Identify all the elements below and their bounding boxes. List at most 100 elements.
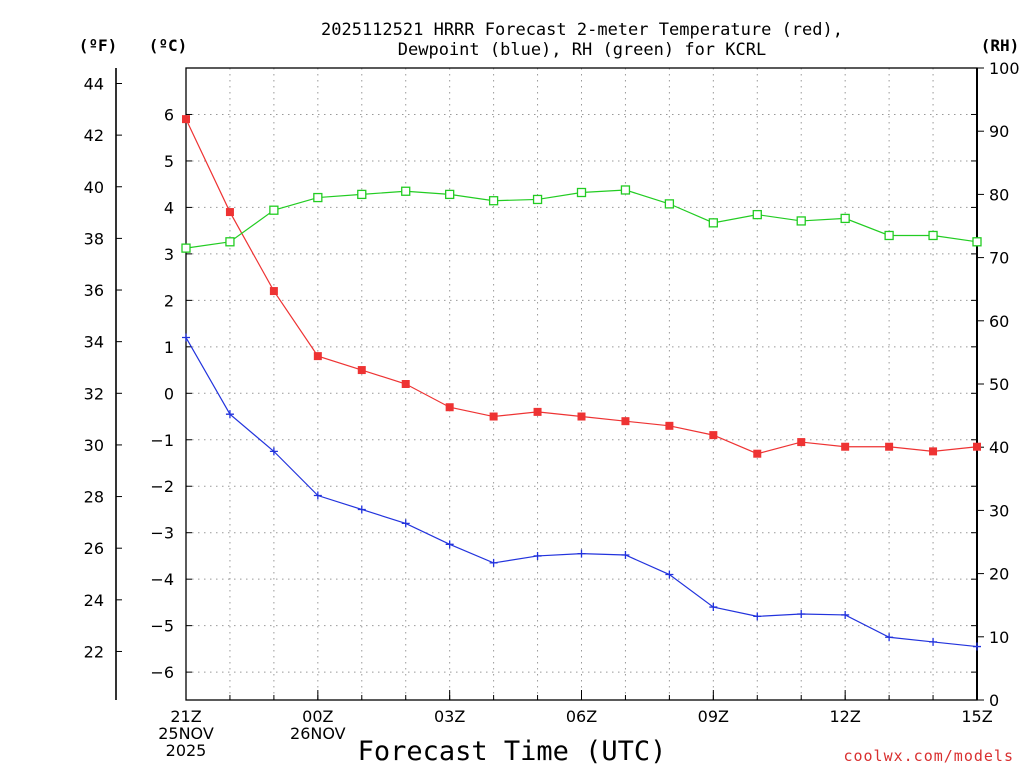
series-layer [181,115,982,651]
rh-tick-label: 100 [989,59,1020,78]
temperature-point [621,417,630,426]
credit-text: coolwx.com/models [843,747,1014,765]
celsius-tick-label: 2 [164,291,174,310]
fahrenheit-tick-label: 30 [84,436,104,455]
rh-point [532,194,543,205]
temperature-point [577,412,586,421]
temperature-point [709,431,718,440]
rh-point [928,230,938,241]
dewpoint-point [225,410,234,419]
fahrenheit-unit-label: (ºF) [79,36,118,55]
dewpoint-point [929,637,938,646]
temperature-line [185,118,978,455]
rh-point [357,189,367,200]
dewpoint-point [841,610,850,619]
rh-tick-label: 40 [989,438,1009,457]
rh-tick-label: 90 [989,122,1009,141]
fahrenheit-tick-label: 44 [84,74,104,93]
dewpoint-point [401,519,410,528]
celsius-tick-label: −4 [150,570,174,589]
gridlines [186,68,977,700]
rh-point [445,189,455,200]
fahrenheit-tick-label: 28 [84,488,104,507]
x-tick-label: 25NOV [158,724,214,743]
rh-point [181,243,191,253]
temperature-point [885,442,894,451]
dewpoint-point [885,633,894,642]
dewpoint-point [973,642,981,651]
celsius-tick-label: 6 [164,105,174,124]
celsius-tick-label: −6 [150,663,174,682]
rh-tick-label: 30 [989,501,1009,520]
axes: −6−5−4−3−2−10123456222426283032343638404… [84,59,1020,760]
x-tick-label: 21Z [170,707,201,726]
fahrenheit-tick-label: 40 [84,178,104,197]
dewpoint-point [577,549,586,558]
rh-point [796,216,806,226]
temperature-point [445,403,454,412]
rh-point [972,237,982,247]
rh-point [840,213,850,224]
temperature-point [269,287,278,296]
celsius-tick-label: 5 [164,152,174,171]
celsius-unit-label: (ºC) [149,36,188,55]
plot-frame [185,67,978,701]
rh-tick-label: 70 [989,249,1009,268]
rh-tick-label: 20 [989,565,1009,584]
dewpoint-point [269,447,278,456]
rh-point [620,185,631,195]
rh-point [269,205,279,215]
fahrenheit-tick-label: 26 [84,539,104,558]
x-tick-label: 26NOV [290,724,346,743]
rh-tick-label: 80 [989,185,1009,204]
x-tick-label: 03Z [434,707,465,726]
temperature-point [182,115,190,124]
rh-point [313,192,323,203]
celsius-tick-label: 4 [164,198,174,217]
rh-point [225,237,235,247]
x-axis-label: Forecast Time (UTC) [358,736,667,767]
x-tick-label: 09Z [698,707,729,726]
rh-tick-label: 50 [989,375,1009,394]
rh-point [708,218,718,228]
dewpoint-point [621,551,630,560]
dewpoint-point [182,333,190,342]
temperature-point [313,352,322,361]
rh-point [884,230,894,241]
dewpoint-point [665,570,674,579]
x-tick-label: 15Z [961,707,992,726]
celsius-tick-label: 3 [164,245,174,264]
temperature-point [841,442,850,451]
dewpoint-line [185,337,978,648]
rh-tick-label: 0 [989,691,999,710]
celsius-tick-label: −2 [150,477,174,496]
fahrenheit-tick-label: 38 [84,229,104,248]
fahrenheit-tick-label: 32 [84,384,104,403]
x-tick-label: 00Z [302,707,333,726]
fahrenheit-tick-label: 36 [84,281,104,300]
rh-unit-label: (RH) [981,36,1020,55]
rh-point [488,196,499,206]
rh-tick-label: 60 [989,312,1009,331]
celsius-tick-label: −5 [150,617,174,636]
dewpoint-point [489,558,498,567]
temperature-point [401,380,410,388]
dewpoint-point [357,505,366,514]
rh-point [752,209,762,220]
dewpoint-point [445,540,454,549]
x-tick-label: 2025 [166,741,207,760]
dewpoint-point [533,551,542,560]
dewpoint-point [797,610,806,619]
temperature-point [357,366,366,375]
x-tick-label: 12Z [830,707,861,726]
temperature-point [225,208,234,217]
fahrenheit-tick-label: 24 [84,591,104,610]
dewpoint-point [709,603,718,612]
fahrenheit-tick-label: 42 [84,126,104,145]
celsius-tick-label: 0 [164,384,174,403]
temperature-point [973,442,981,451]
dewpoint-point [753,612,762,621]
rh-point [401,186,411,196]
temperature-point [533,407,542,416]
